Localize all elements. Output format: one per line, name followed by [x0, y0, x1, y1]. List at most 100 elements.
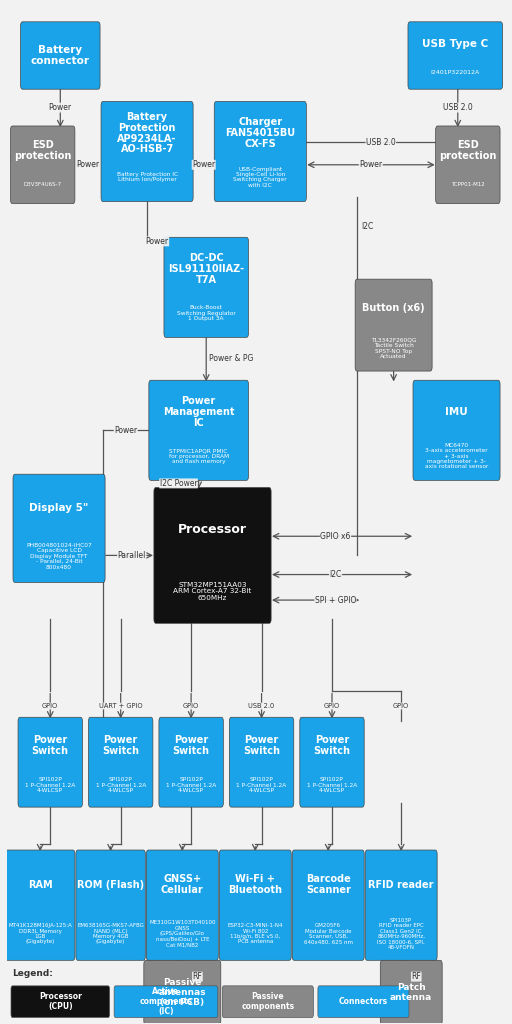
- Text: Processor: Processor: [178, 523, 247, 537]
- Text: Parallel: Parallel: [118, 551, 146, 560]
- Text: Buck-Boost
Switching Regulator
1 Output 3A: Buck-Boost Switching Regulator 1 Output …: [177, 305, 236, 321]
- Text: ESD
protection: ESD protection: [439, 140, 497, 162]
- FancyBboxPatch shape: [222, 986, 313, 1018]
- Text: Power
Switch: Power Switch: [243, 735, 280, 757]
- Text: Power
Management
IC: Power Management IC: [163, 396, 234, 428]
- Text: Power
Switch: Power Switch: [313, 735, 351, 757]
- Text: Power
Switch: Power Switch: [32, 735, 69, 757]
- FancyBboxPatch shape: [355, 280, 432, 371]
- Text: USB 2.0: USB 2.0: [366, 138, 396, 146]
- FancyBboxPatch shape: [89, 717, 153, 807]
- Text: Connectors: Connectors: [339, 997, 388, 1007]
- Text: Active
components
(IC): Active components (IC): [139, 987, 193, 1016]
- Text: I2401P322012A: I2401P322012A: [431, 70, 480, 75]
- FancyBboxPatch shape: [144, 961, 221, 1024]
- Text: I2C Power: I2C Power: [160, 479, 198, 487]
- FancyBboxPatch shape: [6, 850, 75, 961]
- Text: Button (x6): Button (x6): [362, 303, 425, 313]
- Text: MT41K128M16JA-125:A
DDR3L Memory
1GB
(Gigabyte): MT41K128M16JA-125:A DDR3L Memory 1GB (Gi…: [8, 924, 72, 944]
- FancyBboxPatch shape: [164, 238, 248, 337]
- FancyBboxPatch shape: [300, 717, 364, 807]
- Text: Processor
(CPU): Processor (CPU): [39, 992, 82, 1011]
- Text: USB 2.0: USB 2.0: [248, 703, 274, 709]
- Text: Passive
antennas
(on PCB): Passive antennas (on PCB): [159, 978, 206, 1007]
- Text: SPI102P
1 P-Channel 1.2A
4-WLCSP: SPI102P 1 P-Channel 1.2A 4-WLCSP: [166, 777, 216, 793]
- Text: RAM: RAM: [28, 880, 53, 890]
- Text: Power & PG: Power & PG: [209, 354, 253, 364]
- Text: GPIO: GPIO: [183, 703, 199, 709]
- Text: MC6470
3-axis accelerometer
+ 3-axis
magnetometer + 3-
axis rotational sensor: MC6470 3-axis accelerometer + 3-axis mag…: [425, 442, 488, 469]
- Text: Power: Power: [49, 103, 72, 112]
- Text: RFID reader: RFID reader: [369, 880, 434, 890]
- FancyBboxPatch shape: [76, 850, 145, 961]
- Text: Power: Power: [192, 161, 215, 169]
- Text: TL3342F260QG
Tactile Switch
SPST-NO Top
Actuated: TL3342F260QG Tactile Switch SPST-NO Top …: [371, 338, 416, 359]
- Text: I2C: I2C: [361, 221, 373, 230]
- FancyBboxPatch shape: [413, 380, 500, 480]
- Text: RF: RF: [193, 972, 202, 981]
- Text: I2C: I2C: [329, 570, 342, 579]
- FancyBboxPatch shape: [149, 380, 248, 480]
- Text: PHB004801024-IHC07
Capacitive LCD
Display Module TFT
- Parallel, 24-Bit
800x480: PHB004801024-IHC07 Capacitive LCD Displa…: [26, 543, 92, 569]
- FancyBboxPatch shape: [114, 986, 218, 1018]
- Text: GPIO: GPIO: [393, 703, 409, 709]
- Text: ROM (Flash): ROM (Flash): [77, 880, 144, 890]
- FancyBboxPatch shape: [365, 850, 437, 961]
- FancyBboxPatch shape: [219, 850, 291, 961]
- FancyBboxPatch shape: [13, 474, 105, 583]
- Text: Battery
connector: Battery connector: [31, 45, 90, 66]
- FancyBboxPatch shape: [154, 487, 271, 624]
- FancyBboxPatch shape: [146, 850, 218, 961]
- Text: DC-DC
ISL91110IIAZ-
T7A: DC-DC ISL91110IIAZ- T7A: [168, 253, 244, 285]
- Text: USB Type C: USB Type C: [422, 39, 488, 49]
- Text: Power: Power: [114, 426, 137, 435]
- FancyBboxPatch shape: [214, 101, 306, 202]
- Text: Power: Power: [76, 161, 99, 169]
- Text: D3V3F4U6S-7: D3V3F4U6S-7: [24, 181, 62, 186]
- Text: IMU: IMU: [445, 407, 468, 417]
- Text: Battery Protection IC
Lithium Ion/Polymer: Battery Protection IC Lithium Ion/Polyme…: [117, 172, 178, 182]
- Text: Power: Power: [359, 161, 382, 169]
- FancyBboxPatch shape: [10, 126, 75, 204]
- Text: SPI103P
RFID reader EPC
Class1 Gen2 IC
860MHz-960MHz,
ISO 18000-6, SPI,
48-VFOFN: SPI103P RFID reader EPC Class1 Gen2 IC 8…: [377, 918, 425, 950]
- Text: SPI102P
1 P-Channel 1.2A
4-WLCSP: SPI102P 1 P-Channel 1.2A 4-WLCSP: [307, 777, 357, 793]
- FancyBboxPatch shape: [380, 961, 442, 1024]
- Text: Legend:: Legend:: [12, 969, 53, 978]
- Text: Power
Switch: Power Switch: [173, 735, 209, 757]
- Text: GPIO: GPIO: [42, 703, 58, 709]
- FancyBboxPatch shape: [436, 126, 500, 204]
- Text: ME310G1W103T040100
GNSS
(GPS/Galileo/Glo
nass/BeiDou) + LTE
Cat M1/NB2: ME310G1W103T040100 GNSS (GPS/Galileo/Glo…: [149, 921, 216, 947]
- Text: USB-Compliant
Single-Cell Li-Ion
Switching Charger
with I2C: USB-Compliant Single-Cell Li-Ion Switchi…: [233, 167, 287, 187]
- FancyBboxPatch shape: [11, 986, 110, 1018]
- Text: EM638165G-MKS7-AFBG
NAND (MLC)
Memory 4GB
(Gigabyte): EM638165G-MKS7-AFBG NAND (MLC) Memory 4G…: [77, 924, 144, 944]
- Text: Power
Switch: Power Switch: [102, 735, 139, 757]
- Text: ESD
protection: ESD protection: [14, 140, 71, 162]
- FancyBboxPatch shape: [101, 101, 193, 202]
- Text: Patch
antenna: Patch antenna: [390, 983, 432, 1001]
- Text: SPI102P
1 P-Channel 1.2A
4-WLCSP: SPI102P 1 P-Channel 1.2A 4-WLCSP: [25, 777, 75, 793]
- Text: SPI102P
1 P-Channel 1.2A
4-WLCSP: SPI102P 1 P-Channel 1.2A 4-WLCSP: [237, 777, 287, 793]
- Text: GNSS+
Cellular: GNSS+ Cellular: [161, 874, 204, 895]
- FancyBboxPatch shape: [18, 717, 82, 807]
- Text: Charger
FAN54015BU
CX-FS: Charger FAN54015BU CX-FS: [225, 118, 295, 148]
- Text: STM32MP151AA03
ARM Cortex-A7 32-Bit
650MHz: STM32MP151AA03 ARM Cortex-A7 32-Bit 650M…: [174, 582, 251, 601]
- Text: Battery
Protection
AP9234LA-
AO-HSB-7: Battery Protection AP9234LA- AO-HSB-7: [117, 112, 177, 155]
- Text: Barcode
Scanner: Barcode Scanner: [306, 874, 351, 895]
- FancyBboxPatch shape: [20, 22, 100, 89]
- FancyBboxPatch shape: [408, 22, 503, 89]
- Text: GPIO x6: GPIO x6: [321, 531, 351, 541]
- Text: SPI102P
1 P-Channel 1.2A
4-WLCSP: SPI102P 1 P-Channel 1.2A 4-WLCSP: [96, 777, 146, 793]
- FancyBboxPatch shape: [292, 850, 364, 961]
- Text: TCPP01-M12: TCPP01-M12: [451, 181, 485, 186]
- Text: Display 5": Display 5": [29, 504, 89, 513]
- Text: Wi-Fi +
Bluetooth: Wi-Fi + Bluetooth: [228, 874, 282, 895]
- Text: UART + GPIO: UART + GPIO: [99, 703, 142, 709]
- Text: GPIO: GPIO: [324, 703, 340, 709]
- Text: GM205F6
Modular Barcode
Scanner, USB,
640x480, 625 nm: GM205F6 Modular Barcode Scanner, USB, 64…: [304, 924, 353, 944]
- Text: USB 2.0: USB 2.0: [443, 103, 473, 112]
- Text: SPI + GPIO: SPI + GPIO: [315, 596, 356, 604]
- Text: RF: RF: [412, 972, 421, 981]
- Text: ESP32-C3-MINI-1-N4
Wi-Fi 802
11b/g/n, BLE v5.0,
PCB antenna: ESP32-C3-MINI-1-N4 Wi-Fi 802 11b/g/n, BL…: [227, 924, 283, 944]
- FancyBboxPatch shape: [229, 717, 294, 807]
- Text: STPMIC1APQR PMIC
for processor, DRAM
and flash memory: STPMIC1APQR PMIC for processor, DRAM and…: [168, 449, 229, 464]
